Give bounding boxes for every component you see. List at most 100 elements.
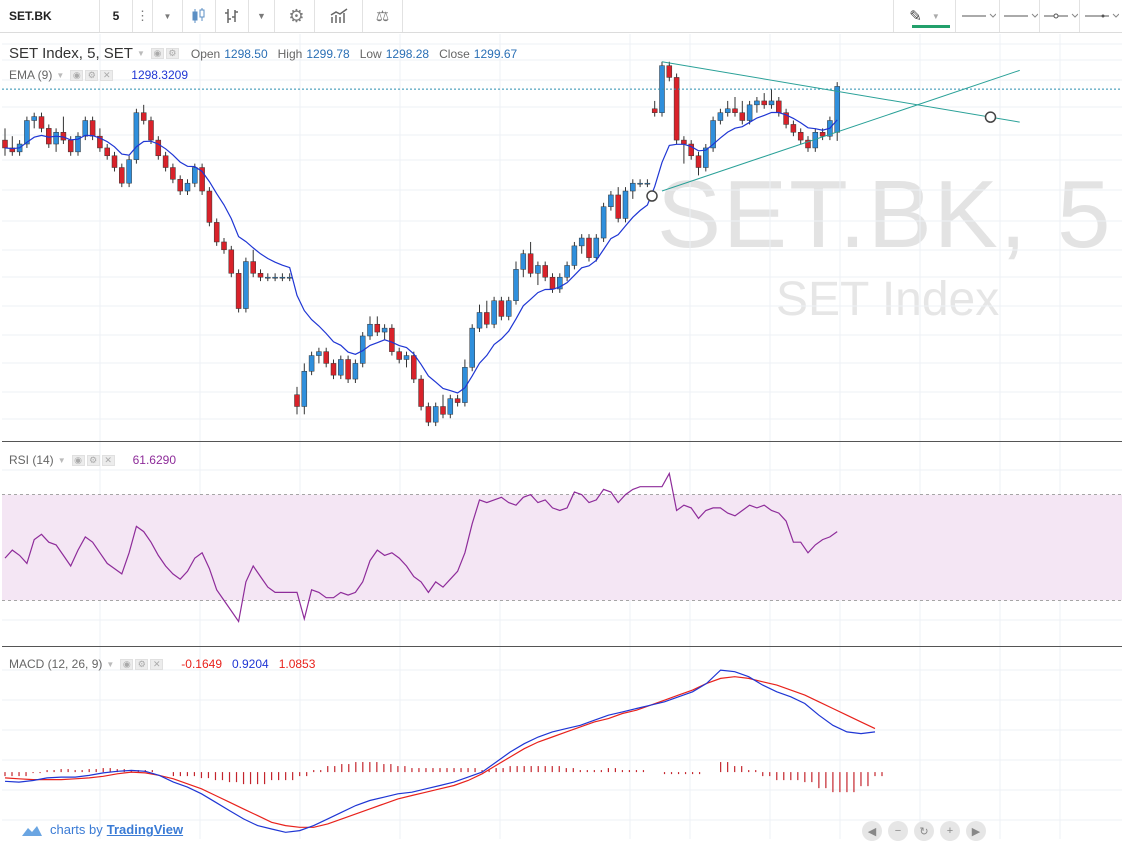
candle-body (469, 327, 475, 368)
scroll-left-icon[interactable]: ◀ (862, 821, 882, 841)
open-value: 1298.50 (224, 46, 268, 61)
rsi-band (2, 494, 1122, 601)
resolution-select[interactable]: 5 (100, 0, 133, 32)
watermark-name: SET Index (776, 273, 1000, 326)
candle-body (301, 370, 308, 407)
chevron-down-icon[interactable]: ▼ (136, 49, 145, 58)
candle-body (272, 276, 278, 279)
candle-body (206, 190, 213, 223)
candle-body (308, 355, 315, 372)
candle-body (396, 351, 402, 360)
chart-style-icon[interactable]: ▼ (153, 0, 183, 32)
candle-body (111, 155, 118, 168)
chevron-down-icon[interactable]: ▼ (106, 659, 115, 669)
indicators-icon[interactable] (315, 0, 363, 32)
gear-icon[interactable]: ⚙ (165, 48, 179, 59)
scroll-right-icon[interactable]: ▶ (966, 821, 986, 841)
close-icon[interactable]: ✕ (150, 658, 164, 670)
line-style-4-icon[interactable] (1080, 0, 1122, 32)
candle-body (527, 253, 534, 274)
series-title: SET Index, 5, SET (9, 45, 133, 62)
candle-body (776, 100, 782, 113)
candle-body (513, 269, 519, 301)
branding-link[interactable]: TradingView (106, 822, 184, 837)
ema-value: 1298.3209 (131, 68, 188, 82)
zoom-out-icon[interactable]: − (888, 821, 908, 841)
candle-body (564, 265, 570, 278)
candle-body (60, 132, 67, 141)
ema-legend: EMA (9) ▼ ◉ ⚙ ✕ 1298.3209 (9, 68, 188, 82)
chevron-down-icon[interactable]: ▼ (57, 455, 66, 465)
eye-icon[interactable]: ◉ (70, 69, 84, 81)
low-value: 1298.28 (385, 46, 430, 61)
candle-body (790, 124, 797, 133)
reset-icon[interactable]: ↻ (914, 821, 934, 841)
candle-body (542, 265, 548, 278)
eye-icon[interactable]: ◉ (71, 454, 85, 466)
candle-body (338, 359, 344, 376)
high-label: High (277, 46, 303, 61)
candle-body (119, 167, 125, 184)
candle-body (739, 112, 746, 121)
gear-icon[interactable]: ⚙ (135, 658, 149, 670)
candle-body (783, 112, 789, 125)
candle-body (454, 398, 461, 403)
candle-body (67, 139, 74, 153)
candle-body (600, 206, 607, 239)
candle-body (681, 139, 687, 145)
candle-body (651, 108, 658, 113)
candle-body (673, 77, 680, 141)
close-icon[interactable]: ✕ (100, 69, 114, 81)
candle-body (374, 323, 381, 333)
tradingview-branding[interactable]: charts by TradingView (20, 822, 183, 837)
candles-icon[interactable] (183, 0, 216, 32)
main-legend: SET Index, 5, SET ▼ ◉ ⚙ Open 1298.50 High 1… (9, 45, 517, 62)
candle-body (703, 147, 709, 168)
chevron-down-icon[interactable]: ▼ (249, 0, 275, 32)
compare-icon[interactable]: ⚖ (363, 0, 403, 32)
pane-separator (2, 646, 1122, 647)
symbol-input[interactable]: SET.BK (0, 0, 100, 32)
eye-icon[interactable]: ◉ (150, 48, 164, 59)
chevron-down-icon[interactable]: ▼ (56, 70, 65, 80)
candle-body (644, 182, 651, 185)
eye-icon[interactable]: ◉ (120, 658, 134, 670)
candle-body (797, 132, 804, 141)
candle-body (710, 120, 716, 149)
candle-body (498, 300, 505, 317)
rsi-value: 61.6290 (132, 453, 176, 467)
gear-icon[interactable]: ⚙ (85, 69, 99, 81)
bars-icon[interactable] (216, 0, 249, 32)
candle-body (805, 139, 811, 149)
candle-body (491, 300, 497, 325)
candle-body (768, 100, 775, 106)
close-label: Close (439, 46, 470, 61)
line-style-3-icon[interactable] (1040, 0, 1080, 32)
candle-body (192, 167, 198, 184)
candle-body (593, 237, 600, 258)
more-icon[interactable]: ⋮ (133, 0, 153, 32)
pencil-icon[interactable]: ✎ ▼ (893, 0, 956, 32)
candle-body (345, 359, 351, 380)
candle-body (381, 327, 388, 333)
macd-value: 0.9204 (232, 657, 269, 671)
zoom-in-icon[interactable]: + (940, 821, 960, 841)
settings-icon[interactable]: ⚙ (279, 0, 315, 32)
open-label: Open (190, 46, 221, 61)
line-style-1-icon[interactable] (956, 0, 1000, 32)
line-style-2-icon[interactable] (1000, 0, 1040, 32)
candle-body (82, 120, 89, 137)
candle-body (243, 261, 249, 309)
gear-icon[interactable]: ⚙ (86, 454, 100, 466)
candle-body (162, 155, 169, 168)
candle-body (213, 222, 220, 243)
candle-body (411, 355, 417, 380)
branding-prefix: charts by (50, 822, 103, 837)
candle-body (637, 182, 643, 185)
triangle-lower-trendline (661, 69, 1020, 192)
candle-body (535, 265, 541, 274)
close-icon[interactable]: ✕ (101, 454, 115, 466)
macd-label: MACD (12, 26, 9) (9, 657, 103, 671)
candle-body (89, 120, 96, 137)
